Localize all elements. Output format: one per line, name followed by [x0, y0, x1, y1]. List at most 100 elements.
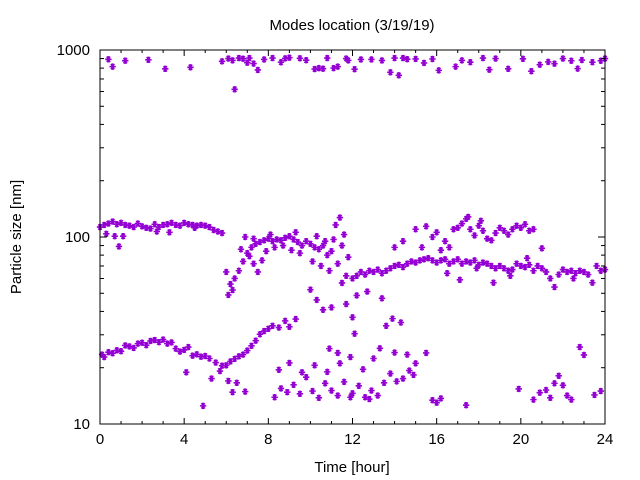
data-point [159, 336, 167, 343]
data-point [286, 359, 293, 367]
data-point [570, 275, 577, 282]
data-point [269, 237, 276, 245]
data-point [147, 225, 154, 232]
data-point [513, 260, 520, 267]
data-point [382, 267, 390, 274]
data-point [328, 304, 335, 311]
data-point [437, 257, 445, 264]
data-point [271, 394, 278, 401]
data-point [505, 231, 512, 238]
data-point [183, 369, 190, 376]
data-point [330, 64, 337, 72]
data-point [429, 257, 436, 264]
data-point [117, 348, 125, 355]
data-point [162, 65, 169, 73]
data-point [505, 267, 512, 274]
data-point [244, 249, 251, 257]
data-point [593, 262, 600, 270]
data-point [387, 265, 394, 272]
data-point [538, 265, 546, 272]
data-point [311, 362, 318, 369]
data-point [404, 260, 411, 267]
data-point [307, 286, 314, 293]
data-point [231, 275, 238, 282]
data-point [111, 232, 118, 240]
data-point [334, 260, 341, 267]
data-point [250, 235, 257, 242]
data-point [441, 237, 449, 245]
data-point [223, 362, 230, 369]
data-point [359, 366, 367, 373]
data-point [404, 351, 411, 358]
data-point [361, 394, 369, 401]
data-point [231, 355, 238, 363]
data-point [492, 55, 499, 62]
data-point [208, 375, 215, 382]
data-point [324, 368, 331, 376]
data-point [296, 249, 304, 257]
x-tick-label: 0 [96, 431, 104, 448]
data-point [309, 258, 316, 265]
data-point [294, 238, 301, 246]
data-point [254, 66, 262, 74]
data-point [197, 353, 205, 360]
data-point [597, 387, 604, 395]
data-point [397, 319, 405, 326]
data-point [568, 396, 575, 403]
data-point [509, 226, 516, 233]
data-point [412, 259, 419, 266]
x-tick-label: 16 [428, 431, 445, 448]
data-point [172, 345, 179, 352]
data-point [101, 221, 108, 229]
data-point [241, 388, 249, 395]
data-point [113, 221, 121, 228]
data-point [328, 387, 335, 394]
data-point [528, 68, 535, 75]
data-point [559, 55, 567, 62]
data-point [218, 58, 226, 65]
data-point [151, 221, 158, 228]
data-point [374, 266, 381, 273]
data-point [105, 349, 112, 356]
data-point [473, 265, 480, 272]
data-point [138, 339, 146, 346]
data-point [164, 221, 171, 228]
data-point [115, 243, 123, 250]
data-point [416, 257, 424, 264]
data-point [193, 351, 200, 358]
data-point [406, 367, 413, 374]
data-point [492, 265, 499, 272]
data-point [180, 346, 188, 354]
data-point [321, 380, 329, 387]
data-point [279, 242, 287, 249]
data-point [250, 260, 257, 267]
data-point [471, 257, 478, 264]
data-point [597, 57, 604, 64]
data-point [202, 352, 209, 360]
data-point [342, 55, 350, 62]
data-point [176, 222, 184, 229]
data-point [258, 257, 266, 264]
data-point [252, 337, 259, 344]
data-point [298, 369, 306, 376]
data-point [479, 227, 487, 234]
data-point [443, 270, 451, 277]
data-point [500, 265, 508, 272]
data-point [296, 390, 304, 398]
data-point [437, 246, 445, 254]
data-point [496, 224, 503, 231]
data-point [231, 86, 238, 93]
data-point [368, 56, 375, 63]
data-point [233, 379, 240, 387]
data-point [155, 223, 163, 231]
data-point [105, 220, 112, 227]
data-point [328, 247, 335, 255]
data-point [244, 347, 251, 354]
data-point [313, 232, 320, 240]
data-point [185, 343, 192, 351]
data-point [269, 322, 276, 330]
data-point [364, 288, 371, 295]
data-point [530, 226, 537, 233]
data-point [490, 279, 497, 286]
data-point [357, 268, 365, 276]
